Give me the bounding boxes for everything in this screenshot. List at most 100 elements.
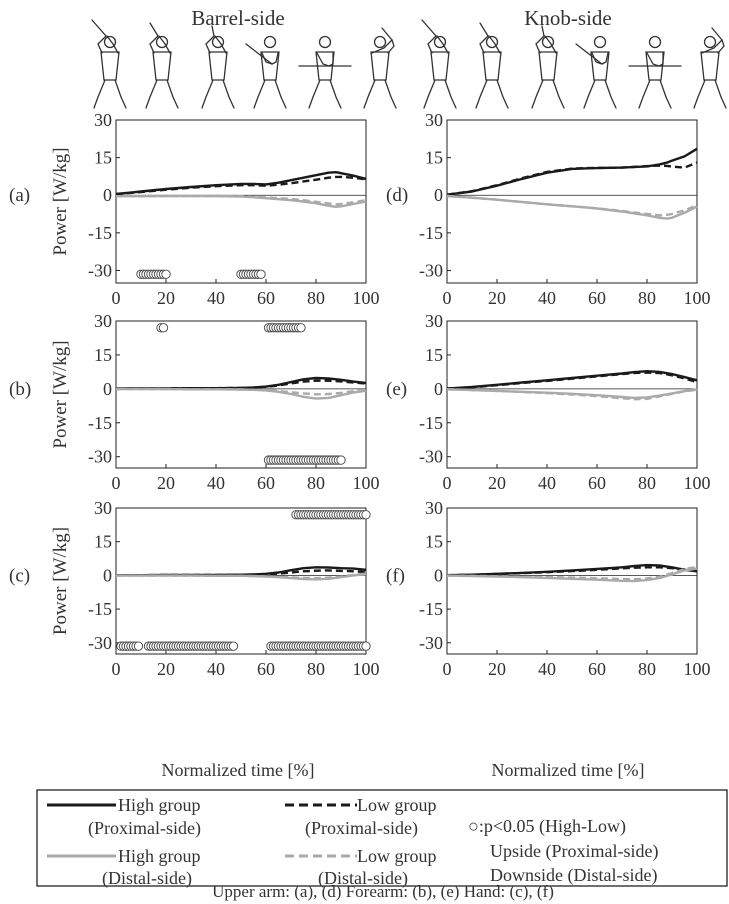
y-axis-label: Power [W/kg] <box>50 147 71 255</box>
x-tick-label: 40 <box>538 659 556 679</box>
series-line-low-prox <box>115 175 367 196</box>
y-tick-label: -30 <box>419 447 443 467</box>
y-tick-label: 15 <box>425 148 443 168</box>
x-tick-label: 0 <box>112 473 121 493</box>
legend-frame <box>36 789 728 887</box>
legend-high-prox-line2: (Proximal-side) <box>88 818 201 839</box>
stick-figure-icon <box>475 22 509 109</box>
figure-caption: Upper arm: (a), (d) Forearm: (b), (e) Ha… <box>212 882 554 901</box>
series-line-low-dist <box>116 572 367 580</box>
x-tick-label: 0 <box>443 288 452 308</box>
series-line-low-dist <box>116 387 367 396</box>
panel-label: (e) <box>386 379 407 400</box>
stick-figure-icon <box>91 19 127 109</box>
y-tick-label: 0 <box>434 379 443 399</box>
legend-sig-line1: ○:p<0.05 (High-Low) <box>468 816 626 837</box>
plot-frame <box>446 507 698 655</box>
sig-marker-downside <box>256 269 266 279</box>
stick-figure-icon <box>531 25 565 109</box>
legend-sig-line2: Upside (Proximal-side) <box>490 841 658 862</box>
x-tick-label: 20 <box>157 473 175 493</box>
x-tick-label: 100 <box>684 288 711 308</box>
panel-label: (f) <box>386 565 405 586</box>
x-tick-label: 20 <box>488 473 506 493</box>
x-tick-label: 60 <box>588 659 606 679</box>
x-tick-label: 0 <box>443 473 452 493</box>
panel-label: (c) <box>9 565 30 586</box>
stick-figure-icon <box>363 27 397 109</box>
series-line-low-dist <box>446 565 698 581</box>
series-line-low-dist <box>116 194 367 206</box>
x-axis-label-left: Normalized time [%] <box>162 760 315 780</box>
column-title-knob: Knob-side <box>524 6 612 30</box>
sig-marker-downside <box>161 269 171 279</box>
stick-figure-icon <box>693 27 727 109</box>
stick-figure-icon <box>575 35 617 109</box>
y-tick-label: -15 <box>419 223 443 243</box>
x-tick-label: 100 <box>684 473 711 493</box>
series-line-low-prox <box>116 569 367 577</box>
x-tick-label: 60 <box>588 288 606 308</box>
x-tick-label: 0 <box>443 659 452 679</box>
plot-frame <box>446 320 698 469</box>
x-tick-label: 100 <box>684 659 711 679</box>
x-tick-label: 80 <box>638 659 656 679</box>
x-tick-label: 60 <box>257 659 275 679</box>
stick-figure-icon <box>201 25 235 109</box>
y-tick-label: -30 <box>419 633 443 653</box>
series-line-high-dist <box>116 194 367 208</box>
x-tick-label: 80 <box>638 473 656 493</box>
sig-marker-downside <box>361 641 371 651</box>
legend-low-prox-line1: Low group <box>357 795 437 815</box>
series-line-low-dist <box>446 194 698 217</box>
series-line-low-prox <box>115 379 367 390</box>
plot-frame <box>446 119 698 284</box>
y-tick-label: 30 <box>94 110 112 130</box>
y-tick-label: 30 <box>94 498 112 518</box>
sig-marker-downside <box>133 641 144 651</box>
panel-label: (b) <box>9 379 31 400</box>
sig-marker-upside <box>158 323 169 333</box>
x-tick-label: 40 <box>207 659 225 679</box>
x-tick-label: 20 <box>157 659 175 679</box>
stick-figure-icon <box>421 19 457 109</box>
x-tick-label: 40 <box>538 473 556 493</box>
y-tick-label: 0 <box>434 565 443 585</box>
y-tick-label: 30 <box>425 498 443 518</box>
column-title-barrel: Barrel-side <box>191 6 284 30</box>
legend-low-dist-line1: Low group <box>357 846 437 866</box>
x-tick-label: 80 <box>307 659 325 679</box>
legend-low-prox-line2: (Proximal-side) <box>305 818 418 839</box>
stick-figure-icon <box>245 35 287 109</box>
y-tick-label: 15 <box>425 345 443 365</box>
sig-marker-upside <box>296 323 306 333</box>
legend-sig-line3: Downside (Distal-side) <box>490 865 657 886</box>
y-axis-label: Power [W/kg] <box>50 527 71 635</box>
y-tick-label: -30 <box>88 260 112 280</box>
y-tick-label: 15 <box>425 532 443 552</box>
stick-figure-icon <box>628 35 682 109</box>
x-tick-label: 80 <box>307 473 325 493</box>
y-tick-label: 0 <box>103 379 112 399</box>
stick-figure-icon <box>298 35 352 109</box>
series-line-low-dist <box>446 388 698 401</box>
panel-label: (d) <box>386 185 408 206</box>
legend-high-dist-line1: High group <box>118 846 201 866</box>
y-tick-label: -15 <box>88 599 112 619</box>
x-tick-label: 20 <box>488 659 506 679</box>
y-tick-label: 15 <box>94 345 112 365</box>
y-tick-label: 15 <box>94 532 112 552</box>
x-tick-label: 0 <box>112 288 121 308</box>
y-tick-label: 30 <box>425 311 443 331</box>
y-tick-label: -30 <box>88 633 112 653</box>
y-tick-label: -15 <box>88 223 112 243</box>
x-tick-label: 100 <box>353 288 380 308</box>
x-tick-label: 100 <box>353 473 380 493</box>
